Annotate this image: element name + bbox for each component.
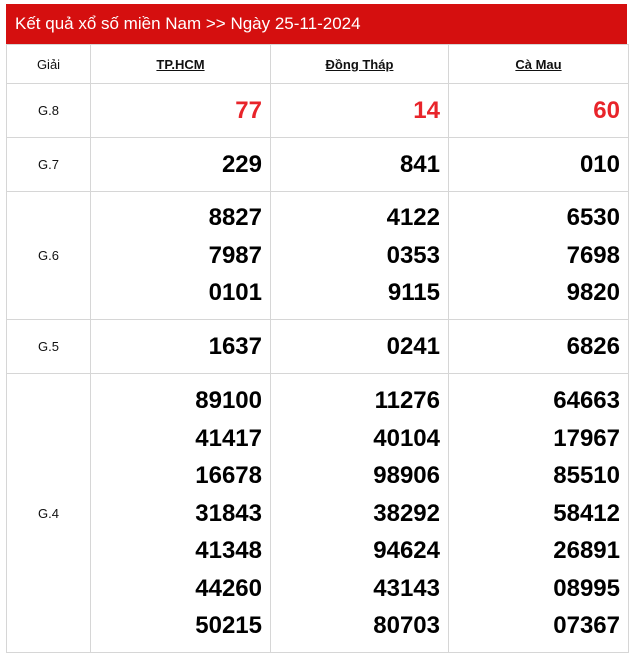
result-number: 0241	[386, 332, 440, 360]
prize-row-g4: G.4 89100 41417 16678 31843 41348 44260 50215 11…	[6, 373, 629, 653]
result-number: 41417	[195, 424, 262, 452]
result-number: 4122	[386, 204, 440, 232]
result-number: 26891	[553, 537, 620, 564]
prize-row-g6: G.6 8827 7987 0101 4122 0353 9115 6530 7698 9820	[6, 191, 629, 320]
result-number: 38292	[373, 499, 440, 527]
result-number: 7987	[208, 241, 262, 269]
result-number: 50215	[195, 612, 262, 639]
results-table: Giải TP.HCM Đồng Tháp Cà Mau G.8 77 14 60 G.…	[6, 44, 629, 653]
result-number: 77	[235, 96, 262, 124]
result-number: 1637	[208, 332, 262, 360]
result-number: 07367	[553, 612, 620, 639]
result-cell-p2: 0241	[270, 319, 449, 374]
result-number: 31843	[195, 499, 262, 527]
result-cell-p1: 8827 7987 0101	[90, 191, 271, 320]
result-number: 229	[221, 150, 262, 178]
result-cell-p3: 64663 17967 85510 58412 26891 08995 07367	[448, 373, 629, 653]
result-number: 89100	[195, 387, 262, 414]
result-cell-p3: 60	[448, 83, 629, 138]
result-cell-p3: 010	[448, 137, 629, 192]
province-link-ca-mau[interactable]: Cà Mau	[448, 44, 629, 84]
prize-label: G.7	[6, 137, 91, 192]
result-number: 94624	[373, 537, 440, 564]
result-number: 7698	[566, 241, 620, 269]
result-number: 14	[413, 96, 440, 124]
result-number: 17967	[553, 424, 620, 452]
result-number: 43143	[373, 574, 440, 602]
result-number: 841	[399, 150, 440, 178]
result-number: 85510	[553, 462, 620, 489]
result-number: 40104	[373, 424, 440, 452]
result-cell-p2: 11276 40104 98906 38292 94624 43143 80703	[270, 373, 449, 653]
result-number: 44260	[195, 574, 262, 602]
result-number: 8827	[208, 204, 262, 232]
prize-label: G.6	[6, 191, 91, 320]
result-cell-p3: 6530 7698 9820	[448, 191, 629, 320]
result-number: 98906	[373, 462, 440, 489]
result-number: 0101	[208, 279, 262, 307]
prize-row-g8: G.8 77 14 60	[6, 83, 629, 138]
prize-label: G.5	[6, 319, 91, 374]
result-number: 16678	[195, 462, 262, 489]
header-row: Giải TP.HCM Đồng Tháp Cà Mau	[6, 44, 629, 84]
result-number: 6826	[566, 332, 620, 360]
prize-label: G.4	[6, 373, 91, 653]
result-cell-p1: 89100 41417 16678 31843 41348 44260 50215	[90, 373, 271, 653]
result-number: 08995	[553, 574, 620, 602]
result-number: 11276	[374, 387, 440, 414]
result-cell-p3: 6826	[448, 319, 629, 374]
result-number: 60	[593, 96, 620, 124]
result-cell-p2: 841	[270, 137, 449, 192]
prize-header: Giải	[6, 44, 91, 84]
result-number: 80703	[373, 612, 440, 639]
result-number: 010	[579, 150, 620, 178]
result-cell-p1: 77	[90, 83, 271, 138]
result-number: 0353	[386, 241, 440, 269]
result-number: 9820	[566, 279, 620, 307]
results-title: Kết quả xổ số miền Nam >> Ngày 25-11-202…	[6, 4, 627, 44]
result-number: 64663	[553, 387, 620, 414]
result-number: 58412	[553, 499, 620, 527]
result-cell-p2: 14	[270, 83, 449, 138]
prize-label: G.8	[6, 83, 91, 138]
result-number: 6530	[566, 204, 620, 232]
result-cell-p2: 4122 0353 9115	[270, 191, 449, 320]
result-number: 41348	[195, 537, 262, 564]
result-cell-p1: 1637	[90, 319, 271, 374]
province-link-tphcm[interactable]: TP.HCM	[90, 44, 271, 84]
province-link-dong-thap[interactable]: Đồng Tháp	[270, 44, 449, 84]
result-number: 9115	[387, 279, 440, 307]
prize-row-g7: G.7 229 841 010	[6, 137, 629, 192]
prize-row-g5: G.5 1637 0241 6826	[6, 319, 629, 374]
result-cell-p1: 229	[90, 137, 271, 192]
